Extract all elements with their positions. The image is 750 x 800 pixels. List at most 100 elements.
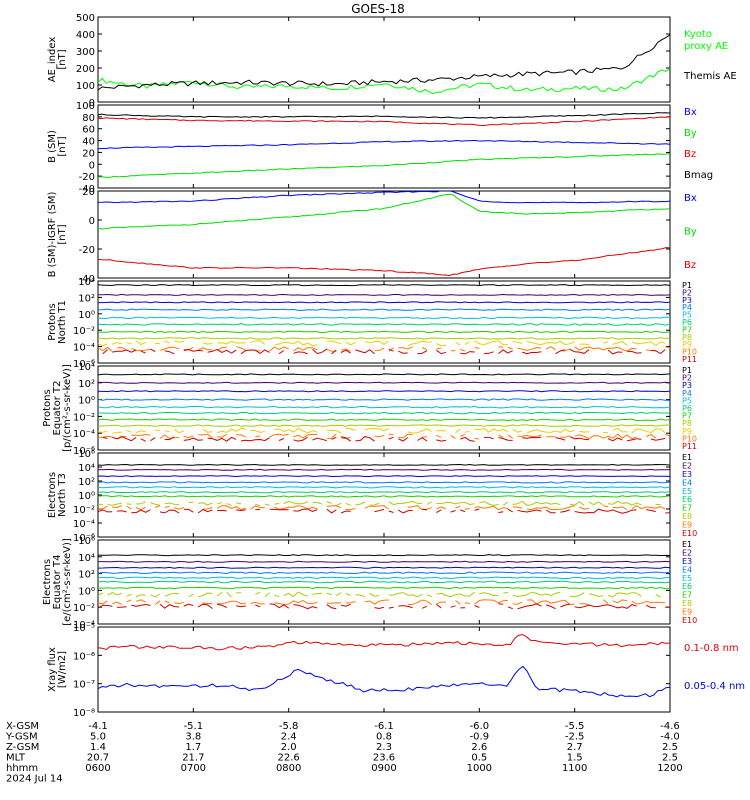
orbit-value: 2.0 bbox=[281, 742, 297, 753]
channel-line-P3 bbox=[98, 301, 670, 304]
channel-line-E9 bbox=[98, 506, 670, 510]
orbit-value: 1.7 bbox=[185, 742, 201, 753]
channel-line-P3 bbox=[98, 390, 670, 393]
orbit-value: -5.5 bbox=[565, 721, 585, 732]
channel-line-E6 bbox=[98, 491, 670, 494]
y-tick-label: 10⁰ bbox=[78, 491, 95, 502]
series-line bbox=[98, 116, 670, 127]
orbit-value: 0.8 bbox=[376, 732, 392, 743]
orbit-value: 3.8 bbox=[185, 732, 201, 743]
orbit-value: 0800 bbox=[276, 763, 301, 774]
y-tick-label: 100 bbox=[76, 101, 95, 112]
y-axis-label: B (SM) bbox=[47, 130, 58, 163]
legend-P3: P3 bbox=[682, 296, 692, 305]
y-axis-label: [p/(cm²-s-sr-keV)] bbox=[62, 364, 73, 452]
y-axis-label: Electrons bbox=[47, 472, 58, 518]
orbit-value: 1.5 bbox=[567, 753, 583, 764]
y-tick-label: 0 bbox=[89, 98, 95, 109]
legend-label: Bx bbox=[684, 193, 697, 204]
legend-P2: P2 bbox=[682, 374, 692, 383]
legend-E7: E7 bbox=[682, 591, 692, 600]
legend-E3: E3 bbox=[682, 557, 692, 566]
orbit-value: -6.0 bbox=[470, 721, 490, 732]
legend-E2: E2 bbox=[682, 548, 692, 557]
y-tick-label: 10² bbox=[78, 379, 95, 390]
legend-P11: P11 bbox=[682, 355, 697, 364]
legend-P5: P5 bbox=[682, 396, 692, 405]
plot-title: GOES-18 bbox=[351, 2, 405, 16]
panel-frame bbox=[97, 16, 671, 103]
orbit-value: -4.1 bbox=[88, 721, 108, 732]
channel-line-E10 bbox=[98, 603, 670, 610]
legend-E9: E9 bbox=[682, 608, 692, 617]
panel-frame bbox=[97, 280, 671, 364]
y-tick-label: 500 bbox=[76, 13, 95, 24]
y-tick-label: 10⁴ bbox=[78, 553, 95, 564]
legend-P11: P11 bbox=[682, 442, 697, 451]
y-tick-label: 10⁻⁴ bbox=[73, 343, 95, 354]
orbit-value: 1000 bbox=[467, 763, 492, 774]
orbit-row-label: hhmm bbox=[6, 763, 38, 774]
series-group bbox=[98, 373, 670, 442]
y-tick-label: 10² bbox=[78, 293, 95, 304]
channel-line-E1 bbox=[98, 554, 670, 557]
legend-P5: P5 bbox=[682, 311, 692, 320]
orbit-row-label: X-GSM bbox=[6, 721, 39, 732]
y-tick-label: 10⁴ bbox=[78, 362, 95, 373]
y-tick-label: 60 bbox=[82, 125, 95, 136]
legend-E3: E3 bbox=[682, 470, 692, 479]
legend-label: 0.05-0.4 nm bbox=[684, 681, 745, 692]
y-tick-label: 10⁻⁴ bbox=[73, 429, 95, 440]
legend-P1: P1 bbox=[682, 366, 692, 375]
legend-P7: P7 bbox=[682, 325, 692, 334]
orbit-date: 2024 Jul 14 bbox=[6, 774, 63, 785]
legend-P1: P1 bbox=[682, 281, 692, 290]
orbit-value: -4.6 bbox=[660, 721, 680, 732]
y-tick-label: 10⁻⁴ bbox=[73, 519, 95, 530]
legend-P6: P6 bbox=[682, 318, 692, 327]
orbit-value: 2.5 bbox=[662, 742, 678, 753]
legend-E1: E1 bbox=[682, 453, 692, 462]
channel-line-P10 bbox=[98, 433, 670, 440]
orbit-value: 0.5 bbox=[471, 753, 487, 764]
legend-label: Bx bbox=[684, 107, 697, 118]
y-tick-label: 10⁻⁷ bbox=[73, 680, 95, 691]
orbit-value: 21.7 bbox=[182, 753, 204, 764]
orbit-value: 1100 bbox=[562, 763, 587, 774]
orbit-value: 0900 bbox=[371, 763, 396, 774]
y-tick-label: 0 bbox=[89, 160, 95, 171]
legend-P9: P9 bbox=[682, 340, 692, 349]
orbit-value: -5.1 bbox=[184, 721, 204, 732]
y-axis-label: Protons bbox=[42, 389, 53, 426]
channel-line-P5 bbox=[98, 316, 670, 320]
channel-line-E2 bbox=[98, 468, 670, 471]
legend-P8: P8 bbox=[682, 333, 692, 342]
legend-P3: P3 bbox=[682, 381, 692, 390]
panel-3: 20 0 -20 -40 B (SM)-IGRF (SM) [nT] Bx By Bz bbox=[47, 187, 697, 285]
channel-line-P2 bbox=[98, 381, 670, 384]
legend-P6: P6 bbox=[682, 404, 692, 413]
channel-line-E6 bbox=[98, 580, 670, 584]
y-axis-label: Equator T2 bbox=[52, 381, 63, 436]
legend-E4: E4 bbox=[682, 565, 692, 574]
series-line bbox=[98, 193, 670, 230]
y-tick-label: 10⁰ bbox=[78, 586, 95, 597]
series-line bbox=[98, 67, 670, 95]
legend-E4: E4 bbox=[682, 478, 692, 487]
channel-line-E5 bbox=[98, 576, 670, 580]
orbit-row-label: MLT bbox=[6, 753, 26, 764]
panel-7: 10⁶ 10⁴ 10² 10⁰ 10⁻² 10⁻⁴ Electrons Equator T4[… bbox=[42, 536, 697, 631]
series-line bbox=[98, 665, 670, 698]
legend-label: By bbox=[684, 227, 697, 238]
legend-E8: E8 bbox=[682, 512, 692, 521]
orbit-value: -4.0 bbox=[660, 732, 680, 743]
legend-label: By bbox=[684, 128, 697, 139]
series-group bbox=[98, 463, 670, 514]
legend-E9: E9 bbox=[682, 521, 692, 530]
legend-E10: E10 bbox=[682, 616, 697, 625]
channel-line-E2 bbox=[98, 560, 670, 563]
legend-label: Kyoto bbox=[684, 29, 712, 40]
channel-line-E4 bbox=[98, 571, 670, 575]
legend-P8: P8 bbox=[682, 419, 692, 428]
